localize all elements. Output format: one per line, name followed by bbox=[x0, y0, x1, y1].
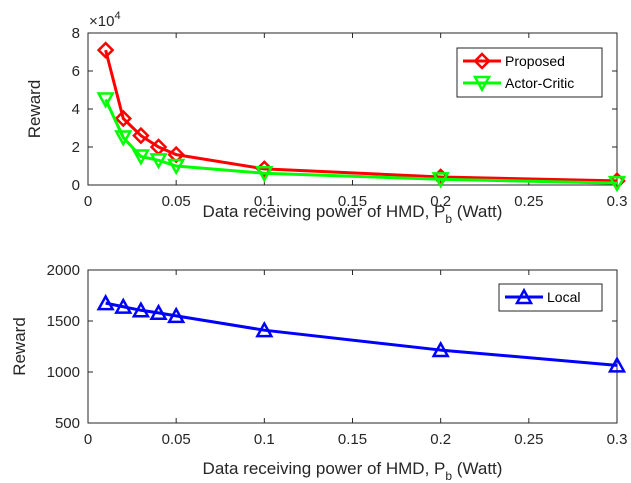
data-point bbox=[131, 149, 151, 166]
x-tick-label: 0.25 bbox=[514, 193, 543, 210]
data-point bbox=[132, 126, 150, 145]
data-point bbox=[114, 297, 133, 314]
y-tick-label: 2 bbox=[72, 139, 80, 156]
data-point bbox=[149, 153, 168, 170]
x-axis-label: Data receiving power of HMD, Pb (Watt) bbox=[203, 459, 503, 483]
data-point bbox=[96, 293, 115, 311]
x-tick-label: 0.15 bbox=[338, 431, 367, 448]
data-point bbox=[167, 145, 185, 164]
data-point bbox=[255, 320, 274, 338]
y-axis-label: Reward bbox=[25, 80, 44, 139]
y-tick-label: 0 bbox=[72, 177, 80, 194]
x-tick-label: 0.3 bbox=[607, 431, 628, 448]
y-tick-label: 8 bbox=[72, 25, 80, 42]
y-tick-label: 1500 bbox=[47, 313, 80, 330]
data-point bbox=[255, 166, 274, 183]
data-point bbox=[607, 356, 627, 373]
x-tick-label: 0.1 bbox=[254, 193, 275, 210]
x-axis-label: Data receiving power of HMD, Pb (Watt) bbox=[203, 202, 503, 226]
data-point bbox=[131, 301, 151, 318]
x-tick-label: 0.2 bbox=[430, 431, 451, 448]
data-point bbox=[114, 109, 133, 128]
legend-swatch-marker bbox=[514, 287, 534, 305]
chart-2: 0 0.05 0.1 0.15 0.2 0.25 0.3 500 1000 1500 2000 Rew… bbox=[10, 262, 627, 483]
y-exponent-label: ×104 bbox=[89, 10, 121, 30]
data-point bbox=[114, 130, 133, 147]
legend-label: Proposed bbox=[505, 53, 565, 69]
x-tick-label: 0 bbox=[84, 431, 92, 448]
data-point bbox=[96, 92, 115, 109]
y-tick-label: 6 bbox=[72, 63, 80, 80]
y-axis-label: Reward bbox=[10, 317, 29, 376]
data-point bbox=[607, 175, 627, 193]
data-point bbox=[431, 172, 450, 189]
x-tick-label: 0.2 bbox=[430, 193, 451, 210]
x-tick-label: 0.3 bbox=[607, 193, 628, 210]
data-point bbox=[149, 303, 168, 321]
x-tick-label: 0.05 bbox=[162, 431, 191, 448]
x-tick-label: 0.05 bbox=[162, 193, 191, 210]
data-point bbox=[167, 306, 186, 324]
y-tick-label: 2000 bbox=[47, 262, 80, 279]
y-tick-label: 4 bbox=[72, 101, 80, 118]
data-point bbox=[431, 340, 450, 358]
data-point bbox=[96, 41, 115, 59]
y-tick-label: 1000 bbox=[47, 364, 80, 381]
legend-label: Local bbox=[547, 289, 580, 305]
data-point bbox=[167, 158, 186, 176]
y-tick-label: 500 bbox=[55, 415, 80, 432]
x-tick-label: 0.15 bbox=[338, 193, 367, 210]
chart-1: 0 0.05 0.1 0.15 0.2 0.25 0.3 0 2 4 6 8 ×104 Reward Dat… bbox=[25, 10, 627, 226]
x-tick-label: 0 bbox=[84, 193, 92, 210]
legend-swatch-marker bbox=[473, 52, 491, 70]
y-exponent-power: 4 bbox=[114, 10, 120, 22]
legend-swatch-marker bbox=[472, 75, 492, 93]
x-tick-label: 0.25 bbox=[514, 431, 543, 448]
x-tick-label: 0.1 bbox=[254, 431, 275, 448]
legend-label: Actor-Critic bbox=[505, 75, 574, 91]
